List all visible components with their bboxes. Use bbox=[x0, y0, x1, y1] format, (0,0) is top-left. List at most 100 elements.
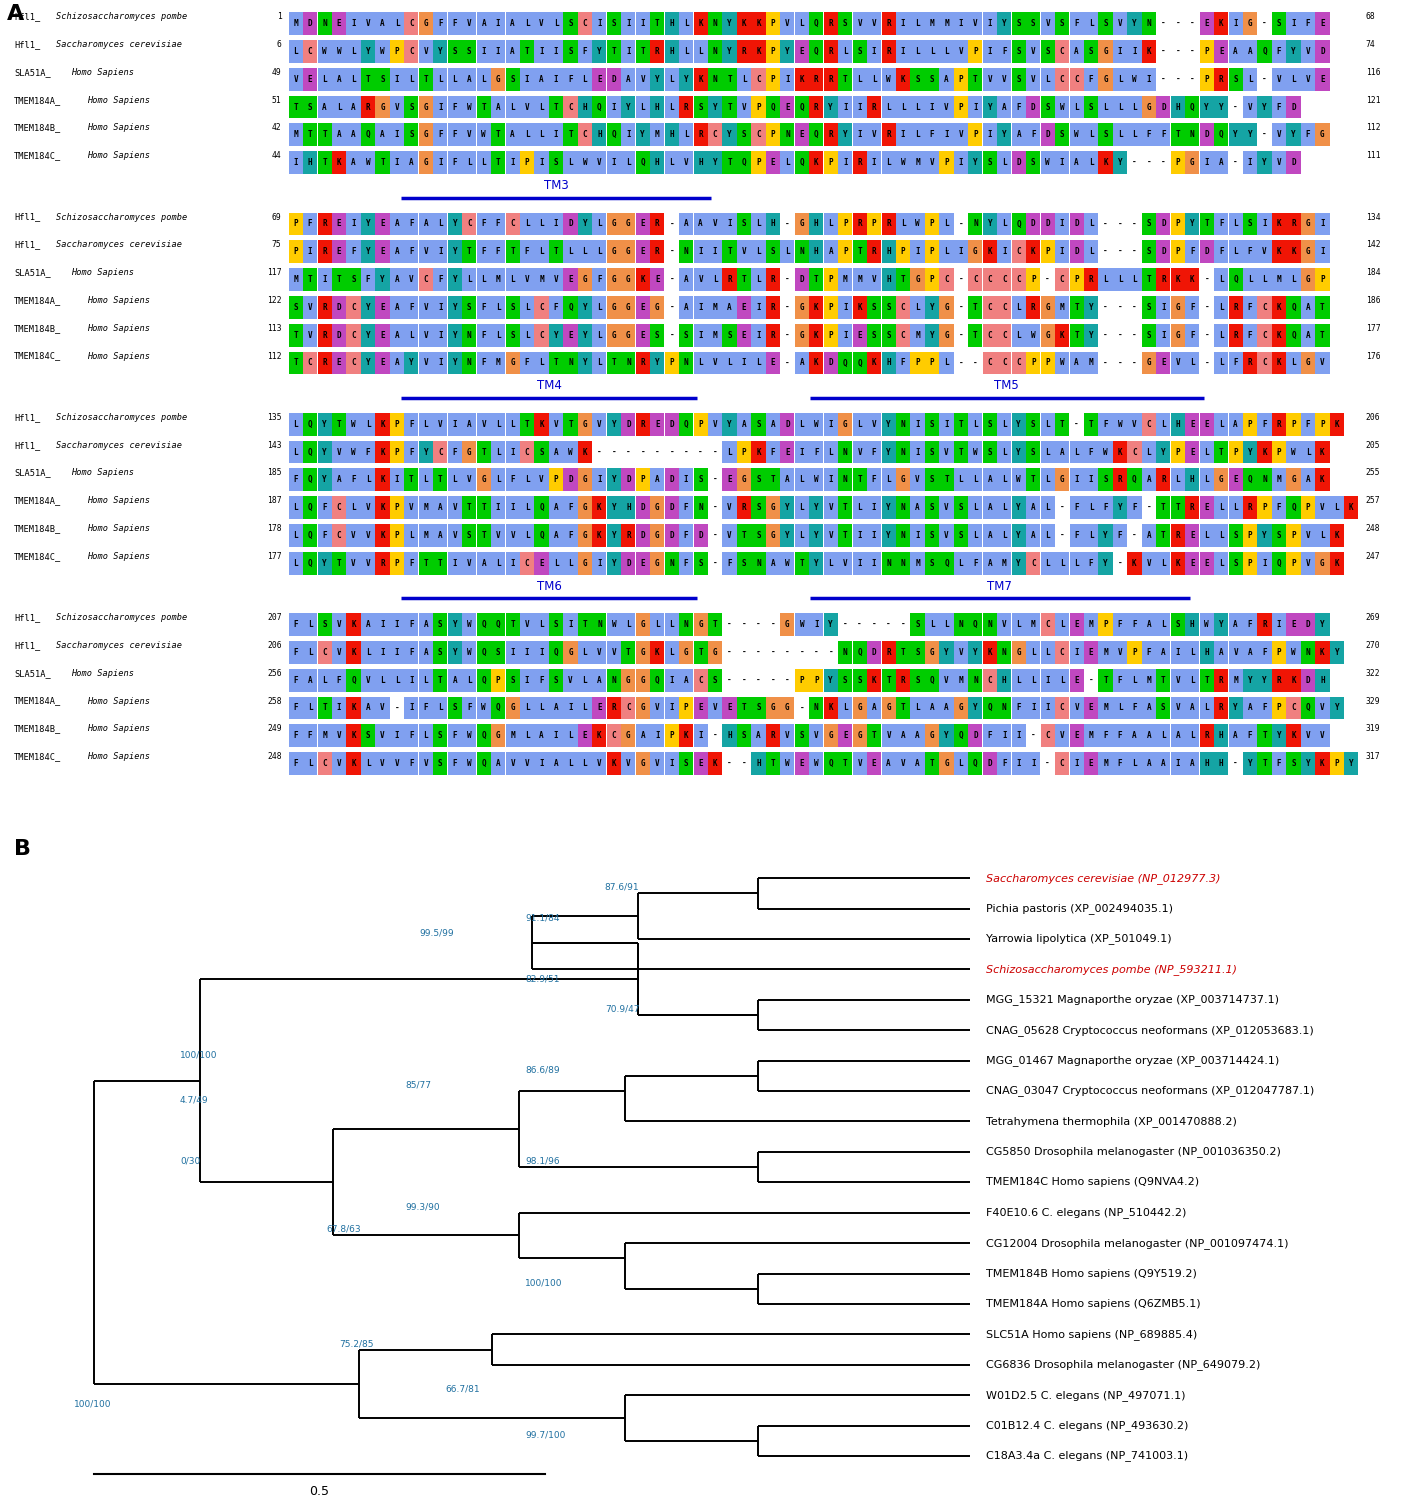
Text: L: L bbox=[438, 219, 442, 228]
Text: TMEM184C_: TMEM184C_ bbox=[14, 752, 62, 760]
Bar bbox=[376, 96, 390, 118]
Bar bbox=[418, 468, 432, 490]
Text: I: I bbox=[351, 20, 356, 28]
Text: 258: 258 bbox=[268, 696, 282, 705]
Bar bbox=[1012, 96, 1026, 118]
Text: -: - bbox=[1132, 330, 1136, 339]
Bar bbox=[1229, 40, 1243, 63]
Text: -: - bbox=[756, 675, 760, 684]
Bar bbox=[752, 496, 766, 519]
Bar bbox=[1041, 496, 1055, 519]
Bar bbox=[577, 640, 591, 663]
Text: S: S bbox=[1017, 20, 1021, 28]
Text: 49: 49 bbox=[272, 68, 282, 76]
Text: E: E bbox=[337, 248, 341, 256]
Bar bbox=[694, 696, 708, 720]
Bar bbox=[1156, 669, 1170, 692]
Bar bbox=[318, 12, 332, 34]
Bar bbox=[434, 152, 448, 174]
Text: A: A bbox=[394, 219, 400, 228]
Bar bbox=[983, 614, 997, 636]
Text: TMEM184A_: TMEM184A_ bbox=[14, 496, 62, 506]
Bar bbox=[752, 268, 766, 291]
Text: 112: 112 bbox=[1366, 123, 1380, 132]
Text: A: A bbox=[337, 75, 341, 84]
Text: K: K bbox=[337, 158, 341, 166]
Text: L: L bbox=[1219, 303, 1224, 312]
Bar bbox=[925, 413, 939, 435]
Bar bbox=[577, 296, 591, 318]
Text: G: G bbox=[1291, 476, 1295, 484]
Text: G: G bbox=[843, 420, 848, 429]
Bar bbox=[607, 640, 621, 663]
Bar bbox=[448, 324, 462, 346]
Text: L: L bbox=[1146, 447, 1152, 456]
Bar bbox=[491, 752, 505, 776]
Bar bbox=[1055, 724, 1069, 747]
Text: F: F bbox=[482, 248, 486, 256]
Text: K: K bbox=[1321, 476, 1325, 484]
Bar bbox=[722, 351, 736, 375]
Text: L: L bbox=[1088, 130, 1094, 140]
Bar bbox=[549, 752, 563, 776]
Bar bbox=[577, 213, 591, 236]
Text: C: C bbox=[467, 219, 472, 228]
Bar bbox=[1070, 152, 1084, 174]
Text: P: P bbox=[1045, 358, 1050, 368]
Bar bbox=[722, 496, 736, 519]
Bar bbox=[1315, 441, 1329, 464]
Text: M: M bbox=[915, 558, 919, 567]
Bar bbox=[838, 68, 852, 90]
Text: R: R bbox=[828, 130, 834, 140]
Bar bbox=[679, 496, 693, 519]
Bar bbox=[520, 669, 534, 692]
Text: -: - bbox=[786, 675, 790, 684]
Bar bbox=[505, 724, 520, 747]
Bar bbox=[360, 552, 375, 574]
Text: 177: 177 bbox=[268, 552, 282, 561]
Text: T: T bbox=[553, 248, 559, 256]
Text: Q: Q bbox=[611, 130, 617, 140]
Text: L: L bbox=[915, 102, 919, 111]
Text: K: K bbox=[698, 20, 703, 28]
Text: M: M bbox=[1088, 358, 1094, 368]
Bar bbox=[925, 468, 939, 490]
Bar bbox=[434, 752, 448, 776]
Text: F: F bbox=[1162, 130, 1166, 140]
Bar bbox=[607, 213, 621, 236]
Bar bbox=[332, 40, 346, 63]
Bar bbox=[563, 752, 577, 776]
Text: L: L bbox=[786, 248, 790, 256]
Bar bbox=[1271, 324, 1286, 346]
Bar bbox=[1170, 496, 1186, 519]
Text: F: F bbox=[293, 704, 298, 712]
Text: V: V bbox=[872, 274, 876, 284]
Text: L: L bbox=[410, 531, 414, 540]
Text: N: N bbox=[1190, 130, 1194, 140]
Bar bbox=[360, 240, 375, 262]
Text: S: S bbox=[742, 219, 746, 228]
Bar bbox=[1271, 96, 1286, 118]
Text: 317: 317 bbox=[1366, 752, 1380, 760]
Bar bbox=[404, 96, 418, 118]
Bar bbox=[1200, 240, 1214, 262]
Bar bbox=[1315, 40, 1329, 63]
Text: W: W bbox=[1132, 75, 1136, 84]
Bar bbox=[448, 752, 462, 776]
Text: A: A bbox=[496, 102, 500, 111]
Text: L: L bbox=[973, 503, 977, 512]
Bar bbox=[925, 12, 939, 34]
Bar bbox=[448, 123, 462, 146]
Text: I: I bbox=[569, 620, 573, 628]
Text: A: A bbox=[1219, 648, 1224, 657]
Bar bbox=[448, 496, 462, 519]
Text: T: T bbox=[510, 620, 515, 628]
Text: F: F bbox=[1262, 704, 1267, 712]
Text: Y: Y bbox=[380, 274, 384, 284]
Text: S: S bbox=[698, 476, 703, 484]
Bar bbox=[1287, 296, 1301, 318]
Text: L: L bbox=[1190, 730, 1194, 740]
Text: L: L bbox=[308, 648, 313, 657]
Text: S: S bbox=[929, 503, 935, 512]
Text: E: E bbox=[641, 330, 645, 339]
